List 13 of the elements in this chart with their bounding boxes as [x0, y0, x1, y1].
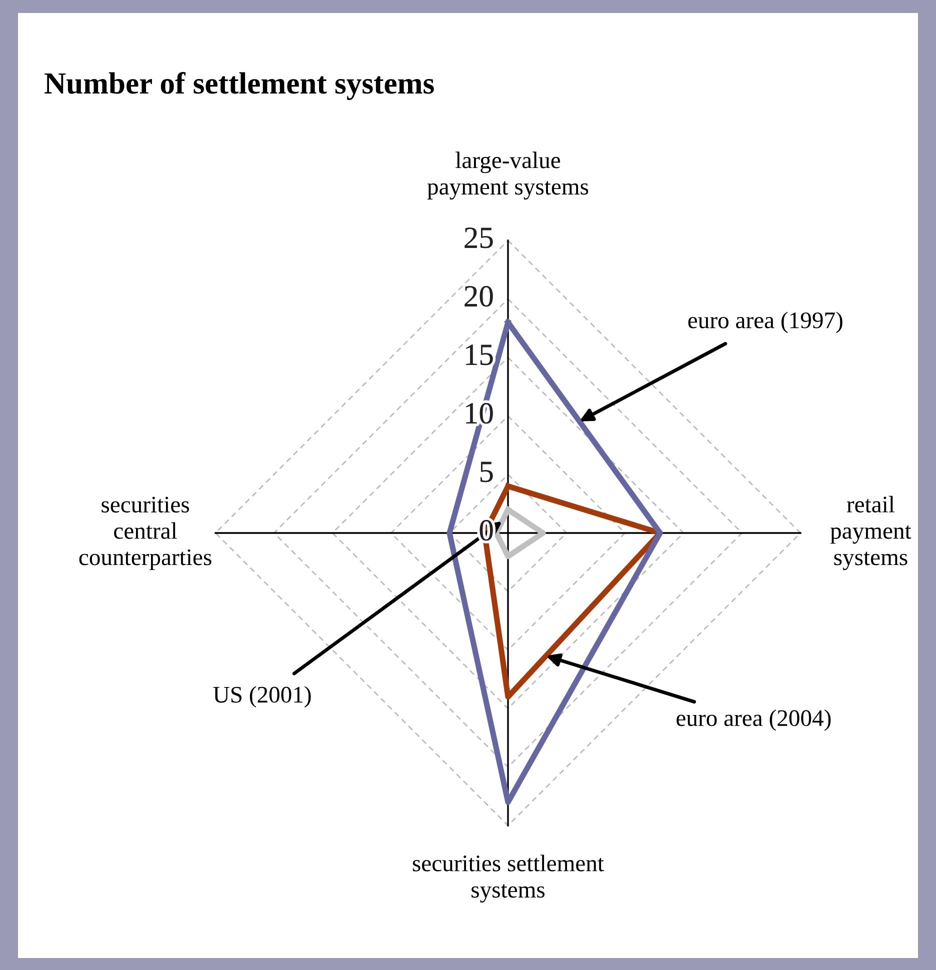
- y-tick-label: 20: [464, 286, 493, 307]
- y-tick-label: 15: [466, 344, 493, 366]
- spoke-label: large-value payment systems: [427, 152, 588, 200]
- text: euro area (2004): [676, 709, 831, 731]
- spoke-label: securities central counterparties: [79, 496, 212, 570]
- spoke-label: securities settlement systems: [412, 854, 604, 903]
- y-tick-label: 0: [480, 520, 493, 541]
- spoke-label: retail payment systems: [830, 496, 912, 570]
- text: US (2001): [213, 686, 311, 708]
- chart-title: Number of settlement systems: [44, 72, 434, 100]
- text: euro area (1997): [688, 312, 842, 334]
- y-tick-label: 25: [464, 228, 493, 248]
- y-tick-label: 5: [480, 462, 493, 482]
